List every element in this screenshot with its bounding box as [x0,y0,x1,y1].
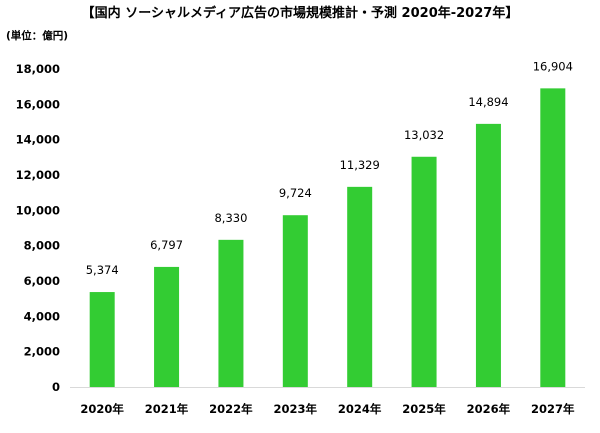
bar [475,123,501,387]
data-label: 5,374 [86,263,119,277]
y-tick-label: 12,000 [16,168,60,182]
bar [347,186,373,387]
y-tick-label: 10,000 [16,203,60,217]
bar [540,88,566,387]
x-tick-label: 2027年 [531,402,575,416]
y-tick-label: 8,000 [24,239,60,253]
y-tick-label: 16,000 [16,97,60,111]
x-tick-label: 2023年 [274,402,318,416]
y-tick-label: 18,000 [16,62,60,76]
data-label: 9,724 [279,186,312,200]
x-tick-label: 2021年 [145,402,189,416]
y-tick-label: 2,000 [24,345,60,359]
bar [411,156,437,387]
bar [218,239,244,387]
bar [89,292,115,387]
data-label: 16,904 [533,59,573,73]
x-tick-label: 2026年 [467,402,511,416]
y-tick-label: 14,000 [16,133,60,147]
bar [154,266,180,387]
data-label: 11,329 [340,158,380,172]
data-label: 8,330 [214,211,247,225]
data-label: 6,797 [150,238,183,252]
y-tick-label: 0 [52,380,60,394]
x-tick-label: 2020年 [80,402,124,416]
bar [282,215,308,387]
x-tick-label: 2024年 [338,402,382,416]
unit-label: (単位：億円) [6,30,69,42]
data-label: 13,032 [404,128,444,142]
data-label: 14,894 [468,95,508,109]
y-tick-label: 6,000 [24,274,60,288]
x-tick-label: 2022年 [209,402,253,416]
chart-title: 【国内 ソーシャルメディア広告の市場規模推計・予測 2020年-2027年】 [81,6,519,21]
x-tick-label: 2025年 [402,402,446,416]
y-tick-label: 4,000 [24,309,60,323]
